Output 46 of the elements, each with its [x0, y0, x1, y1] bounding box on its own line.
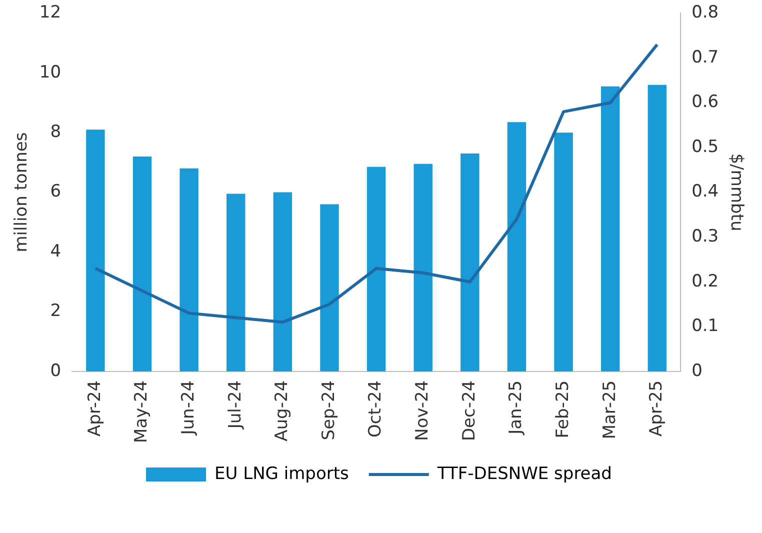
- bar: [600, 86, 620, 372]
- x-tick-label: Oct-24: [366, 380, 386, 438]
- y2-tick-label: 0.1: [692, 316, 719, 336]
- bar: [273, 192, 292, 372]
- y2-tick-label: 0: [692, 360, 702, 381]
- y-tick-label: 4: [50, 241, 62, 262]
- y2-tick-label: 0.3: [692, 226, 719, 246]
- bar: [180, 168, 198, 372]
- y-tick-label: 0: [50, 360, 62, 381]
- y2-tick-label: 0.6: [692, 92, 719, 112]
- x-tick-label: Dec-24: [459, 380, 480, 442]
- x-tick-label: Sep-24: [318, 380, 339, 440]
- y-axis-title: million tonnes: [12, 132, 32, 252]
- y2-axis-title: $/mmbtu: [726, 153, 746, 232]
- y2-tick-label: 0.2: [692, 271, 719, 292]
- y2-tick-label: 0.4: [692, 182, 719, 202]
- x-tick-label: Nov-24: [412, 380, 433, 441]
- x-tick-label: May-24: [132, 380, 152, 444]
- y-tick-label: 2: [50, 301, 62, 322]
- x-tick-label: Apr-24: [84, 380, 105, 436]
- y2-tick-label: 0.7: [692, 47, 719, 68]
- x-tick-label: Jun-24: [178, 380, 198, 436]
- x-tick-label: Aug-24: [272, 380, 292, 442]
- x-tick-label: Apr-25: [646, 380, 667, 436]
- bar: [648, 84, 667, 372]
- legend-label: TTF-DESNWE spread: [436, 464, 612, 484]
- x-tick-label: Jan-25: [506, 380, 526, 436]
- y-tick-label: 6: [50, 182, 62, 202]
- bar: [460, 153, 480, 372]
- bar: [554, 132, 573, 372]
- y2-tick-label: 0.5: [692, 136, 719, 157]
- bar: [507, 122, 526, 372]
- x-tick-label: Mar-25: [600, 380, 620, 440]
- bar: [366, 166, 386, 372]
- y-tick-label: 8: [50, 122, 62, 142]
- bar: [132, 156, 152, 372]
- x-tick-label: Jul-24: [225, 380, 246, 430]
- legend-label: EU LNG imports: [214, 464, 350, 484]
- bar: [226, 194, 246, 372]
- y-tick-label: 10: [39, 62, 62, 82]
- y2-tick-label: 0.8: [692, 2, 719, 23]
- bar: [86, 130, 105, 372]
- bar: [320, 204, 339, 372]
- x-tick-label: Feb-25: [552, 380, 573, 438]
- y-tick-label: 12: [39, 2, 62, 23]
- bar: [414, 164, 432, 372]
